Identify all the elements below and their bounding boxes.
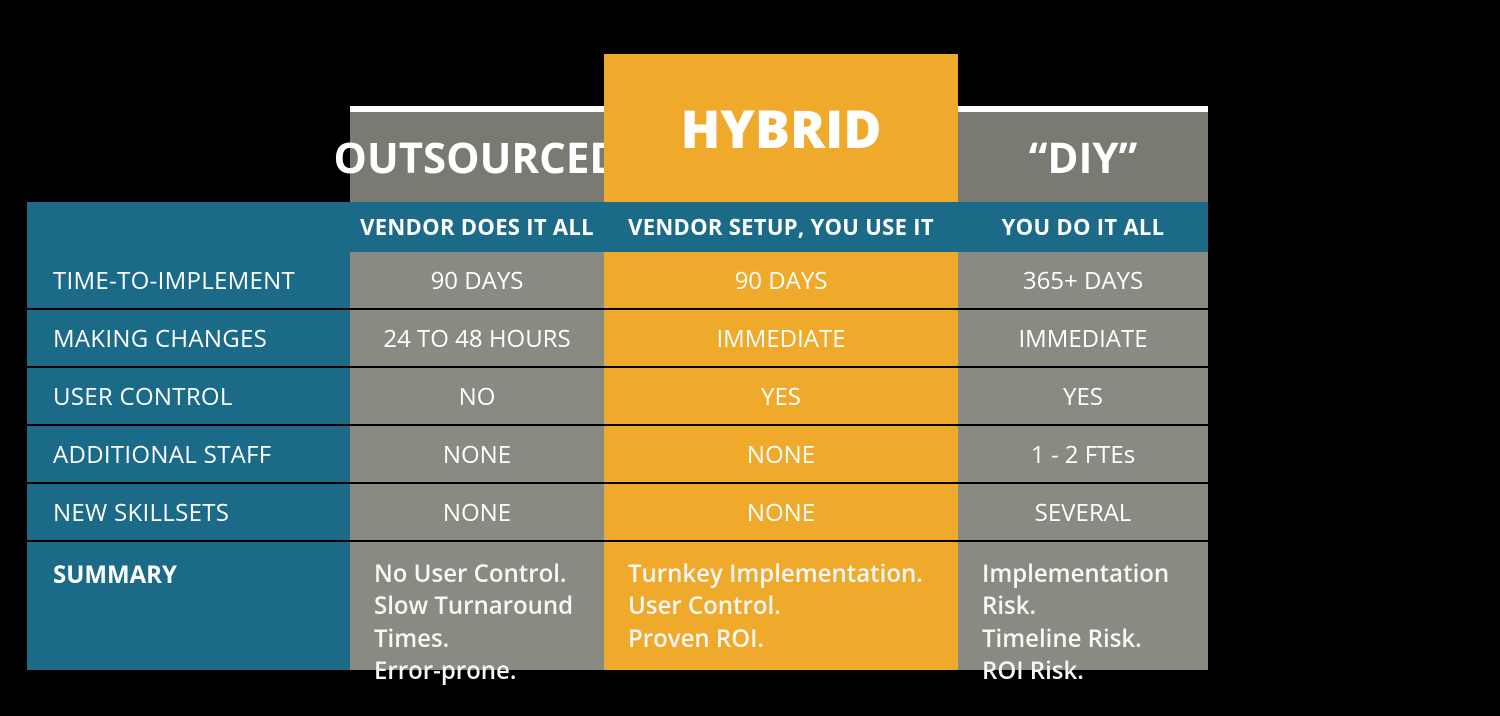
cell-changes-diy: IMMEDIATE bbox=[958, 310, 1208, 366]
cell-time-hybrid: 90 DAYS bbox=[604, 252, 958, 308]
row-label-control: USER CONTROL bbox=[27, 368, 350, 424]
cell-control-outsourced: NO bbox=[350, 368, 604, 424]
summary-hybrid: Turnkey Implementation.User Control.Prov… bbox=[604, 542, 958, 670]
row-label-time: TIME-TO-IMPLEMENT bbox=[27, 252, 350, 308]
column-subtitle-hybrid: VENDOR SETUP, YOU USE IT bbox=[604, 202, 958, 252]
summary-line: Error-prone. bbox=[374, 655, 580, 687]
row-label-changes: MAKING CHANGES bbox=[27, 310, 350, 366]
cell-control-diy: YES bbox=[958, 368, 1208, 424]
cell-changes-hybrid: IMMEDIATE bbox=[604, 310, 958, 366]
sub-banner-label-spacer bbox=[27, 202, 350, 252]
cell-skills-diy: SEVERAL bbox=[958, 484, 1208, 540]
comparison-table: OUTSOURCEDHYBRID“DIY” VENDOR DOES IT ALLV… bbox=[0, 0, 1500, 716]
row-label-skills: NEW SKILLSETS bbox=[27, 484, 350, 540]
summary-line: Proven ROI. bbox=[628, 623, 934, 655]
cell-skills-outsourced: NONE bbox=[350, 484, 604, 540]
cell-time-outsourced: 90 DAYS bbox=[350, 252, 604, 308]
cell-staff-outsourced: NONE bbox=[350, 426, 604, 482]
summary-line: Turnkey Implementation. bbox=[628, 558, 934, 590]
column-header-hybrid: HYBRID bbox=[604, 54, 958, 202]
summary-line: User Control. bbox=[628, 590, 934, 622]
column-subtitle-outsourced: VENDOR DOES IT ALL bbox=[350, 202, 604, 252]
cell-skills-hybrid: NONE bbox=[604, 484, 958, 540]
summary-outsourced: No User Control.Slow Turnaround Times.Er… bbox=[350, 542, 604, 670]
cell-time-diy: 365+ DAYS bbox=[958, 252, 1208, 308]
summary-diy: Implementation Risk.Timeline Risk.ROI Ri… bbox=[958, 542, 1208, 670]
summary-line: Timeline Risk. bbox=[982, 623, 1184, 655]
summary-line: ROI Risk. bbox=[982, 655, 1184, 687]
row-label-staff: ADDITIONAL STAFF bbox=[27, 426, 350, 482]
summary-line: Slow Turnaround Times. bbox=[374, 590, 580, 655]
cell-control-hybrid: YES bbox=[604, 368, 958, 424]
column-header-outsourced: OUTSOURCED bbox=[350, 112, 604, 202]
column-header-diy: “DIY” bbox=[958, 112, 1208, 202]
cell-changes-outsourced: 24 TO 48 HOURS bbox=[350, 310, 604, 366]
summary-line: No User Control. bbox=[374, 558, 580, 590]
cell-staff-diy: 1 - 2 FTEs bbox=[958, 426, 1208, 482]
row-label-summary: SUMMARY bbox=[27, 542, 350, 670]
cell-staff-hybrid: NONE bbox=[604, 426, 958, 482]
column-subtitle-diy: YOU DO IT ALL bbox=[958, 202, 1208, 252]
summary-line: Implementation Risk. bbox=[982, 558, 1184, 623]
